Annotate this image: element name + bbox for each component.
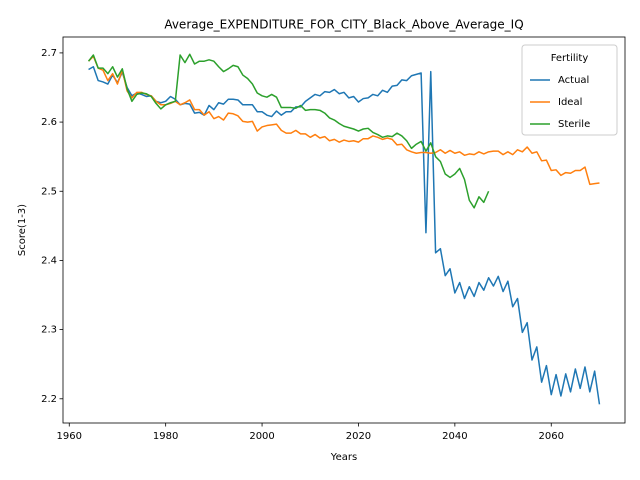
x-tick-label: 2000 (249, 431, 274, 442)
legend-title: Fertility (551, 53, 589, 64)
x-tick-label: 2020 (346, 431, 371, 442)
y-tick-label: 2.4 (41, 255, 57, 266)
y-tick-label: 2.2 (41, 394, 57, 405)
y-tick-label: 2.5 (41, 186, 57, 197)
legend-label: Sterile (558, 119, 590, 130)
legend-box (521, 44, 618, 136)
y-tick-label: 2.3 (41, 325, 57, 336)
series-line (88, 66, 601, 405)
y-tick-label: 2.6 (41, 117, 57, 128)
legend-label: Ideal (558, 97, 582, 108)
y-tick-label: 2.7 (41, 48, 57, 59)
chart-title: Average_EXPENDITURE_FOR_CITY_Black_Above… (164, 18, 523, 32)
x-tick-label: 2040 (442, 431, 467, 442)
series-line (87, 53, 490, 209)
legend-label: Actual (558, 75, 589, 86)
y-axis-label: Score(1-3) (17, 204, 28, 256)
x-axis-label: Years (330, 452, 357, 463)
x-tick-label: 1980 (153, 431, 178, 442)
plot-frame (62, 36, 626, 424)
x-tick-label: 2060 (539, 431, 564, 442)
x-tick-label: 1960 (57, 431, 82, 442)
